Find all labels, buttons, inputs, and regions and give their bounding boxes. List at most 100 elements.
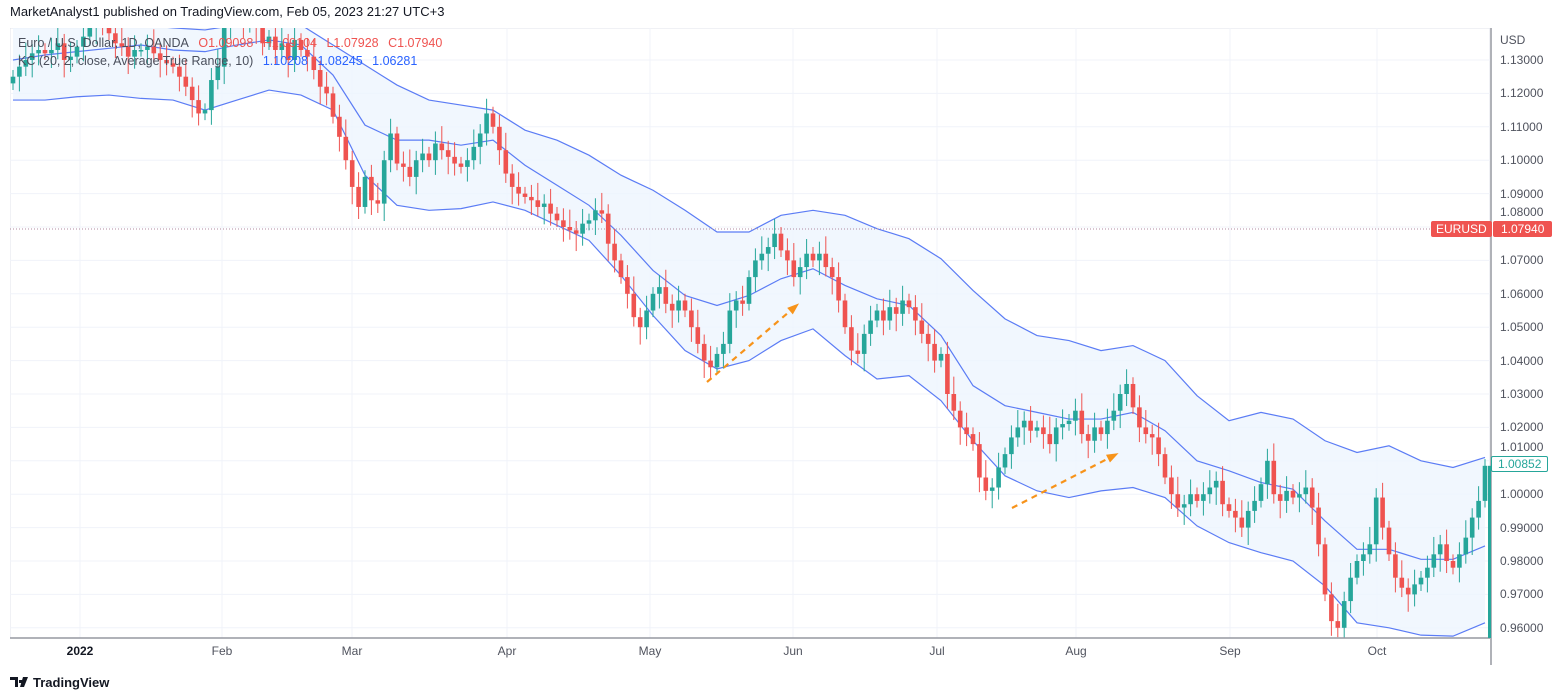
candle-body bbox=[938, 353, 944, 361]
candle-body bbox=[241, 17, 246, 24]
candle-body bbox=[714, 353, 720, 368]
candle-body bbox=[1220, 480, 1225, 505]
candle bbox=[1361, 542, 1366, 576]
candle bbox=[1482, 459, 1488, 508]
candle bbox=[881, 298, 886, 336]
candle bbox=[746, 270, 752, 311]
candle-body bbox=[817, 253, 822, 261]
candle-body bbox=[516, 186, 521, 194]
candle bbox=[1399, 560, 1405, 598]
candle-body bbox=[689, 310, 694, 328]
candle bbox=[362, 170, 368, 214]
candle-body bbox=[164, 60, 169, 64]
candle-body bbox=[522, 193, 528, 197]
candle-body bbox=[1258, 484, 1264, 501]
candle bbox=[1105, 408, 1110, 449]
symbol-name[interactable]: Euro / U.S. Dollar, 1D, OANDA bbox=[18, 36, 189, 50]
candle bbox=[868, 305, 873, 346]
candle-body bbox=[593, 210, 598, 221]
candle bbox=[823, 236, 829, 277]
kc-lower-value: 1.06281 bbox=[372, 54, 418, 68]
candle bbox=[94, 10, 99, 44]
candle-body bbox=[266, 36, 272, 44]
candle-body bbox=[1073, 410, 1078, 421]
candle bbox=[1329, 582, 1334, 636]
candle bbox=[1271, 443, 1277, 504]
candle bbox=[305, 37, 310, 72]
candle bbox=[849, 315, 854, 366]
candle bbox=[529, 184, 534, 215]
price-tick-label: 1.03000 bbox=[1500, 387, 1544, 401]
candle bbox=[977, 432, 982, 493]
candle bbox=[1322, 537, 1328, 602]
candle-body bbox=[650, 293, 656, 311]
candle bbox=[1156, 422, 1161, 467]
candle-body bbox=[1143, 427, 1149, 435]
time-tick-label: Jun bbox=[783, 644, 803, 658]
candle bbox=[772, 218, 777, 260]
candle bbox=[1418, 571, 1424, 592]
candle-body bbox=[81, 36, 86, 47]
candle-body bbox=[1009, 437, 1014, 455]
candle bbox=[221, 28, 227, 85]
candle bbox=[471, 129, 477, 170]
candle-body bbox=[196, 100, 201, 114]
publisher-line: MarketAnalyst1 published on TradingView.… bbox=[10, 4, 445, 19]
candle bbox=[1207, 470, 1213, 504]
candle bbox=[1041, 415, 1046, 449]
last-candle-marker bbox=[1488, 465, 1491, 638]
price-tick-label: 0.99000 bbox=[1500, 520, 1544, 535]
price-tick-label: 1.08000 bbox=[1500, 205, 1544, 219]
candle-body bbox=[497, 126, 502, 151]
candle-body bbox=[637, 317, 643, 328]
candle bbox=[484, 98, 489, 146]
candle bbox=[157, 43, 163, 78]
trend-arrow-line bbox=[706, 305, 797, 383]
candle bbox=[554, 206, 560, 227]
candle-body bbox=[1316, 507, 1321, 545]
candle-body bbox=[471, 146, 477, 161]
candle-body bbox=[202, 110, 208, 114]
candle bbox=[509, 164, 515, 205]
candle bbox=[1367, 526, 1373, 564]
candle-body bbox=[785, 250, 790, 261]
candle-body bbox=[260, 28, 265, 44]
candle-body bbox=[215, 66, 221, 81]
candle-body bbox=[925, 333, 931, 344]
candle-body bbox=[254, 20, 259, 27]
candle bbox=[1181, 494, 1187, 525]
candle-body bbox=[100, 10, 105, 23]
candle bbox=[951, 376, 957, 421]
candle bbox=[1386, 520, 1392, 561]
candle bbox=[676, 285, 681, 323]
candle bbox=[177, 54, 182, 92]
candle bbox=[74, 39, 80, 64]
tradingview-brand[interactable]: TradingView bbox=[10, 675, 109, 690]
candle-body bbox=[561, 220, 566, 227]
candle bbox=[797, 257, 803, 295]
candle bbox=[1021, 411, 1027, 445]
candle bbox=[842, 293, 848, 334]
candle-body bbox=[458, 163, 464, 167]
candle bbox=[196, 85, 201, 126]
candle-body bbox=[1188, 494, 1193, 505]
candle-body bbox=[356, 186, 361, 207]
candle-body bbox=[1175, 494, 1181, 508]
candle-body bbox=[753, 260, 758, 278]
candle bbox=[804, 239, 809, 280]
candle bbox=[1009, 425, 1014, 469]
candle-body bbox=[94, 10, 99, 27]
candle bbox=[733, 291, 739, 328]
candle bbox=[548, 188, 553, 226]
indicator-name[interactable]: KC (20, 2, close, Average True Range, 10… bbox=[18, 54, 254, 68]
candle-body bbox=[285, 43, 291, 60]
candle-body bbox=[1060, 424, 1065, 428]
candle bbox=[1117, 384, 1123, 429]
candle-body bbox=[1271, 460, 1277, 495]
candle bbox=[1437, 534, 1443, 572]
candle-body bbox=[868, 320, 873, 334]
candle bbox=[599, 192, 605, 223]
candle-body bbox=[349, 160, 355, 187]
candle bbox=[708, 345, 713, 380]
